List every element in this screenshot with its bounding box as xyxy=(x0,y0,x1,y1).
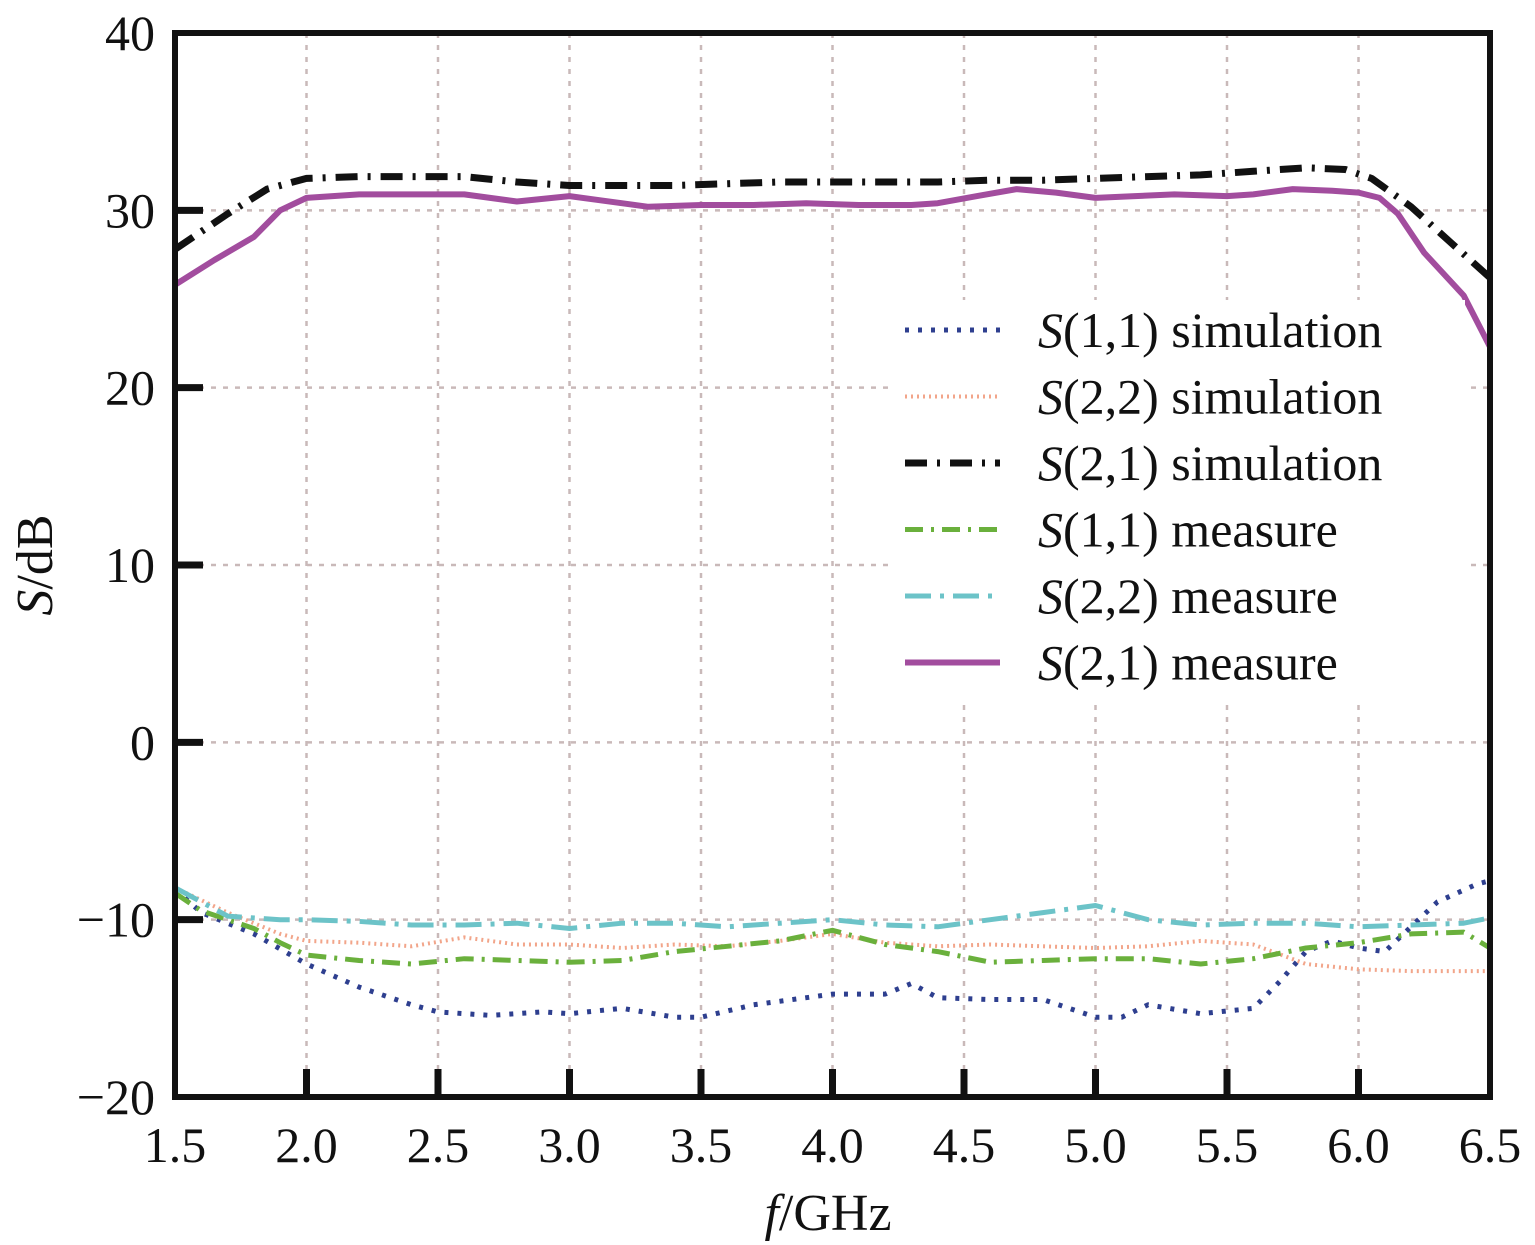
legend-label-4: S(1,1) measure xyxy=(1038,502,1338,558)
x-tick-label: 5.0 xyxy=(1064,1117,1127,1173)
y-tick-label: 10 xyxy=(105,537,155,593)
x-tick-label: 3.5 xyxy=(670,1117,733,1173)
x-tick-label: 2.0 xyxy=(275,1117,338,1173)
series-line-3 xyxy=(173,164,1493,281)
series-line-1 xyxy=(173,878,1491,1020)
series-line-4 xyxy=(173,891,1492,967)
x-tick-label: 6.0 xyxy=(1327,1117,1390,1173)
x-tick-label: 3.0 xyxy=(538,1117,601,1173)
x-tick-label: 5.5 xyxy=(1196,1117,1259,1173)
series-line-6 xyxy=(173,186,1493,349)
x-tick-label: 4.0 xyxy=(801,1117,864,1173)
y-axis-label: S/dB xyxy=(7,514,64,615)
legend-label-6: S(2,1) measure xyxy=(1038,635,1338,691)
x-tick-label: 4.5 xyxy=(933,1117,996,1173)
legend-label-1: S(1,1) simulation xyxy=(1038,302,1382,358)
y-tick-label: −20 xyxy=(77,1069,155,1125)
series-line-5 xyxy=(173,885,1491,931)
x-axis-label: f/GHz xyxy=(764,1185,891,1242)
y-tick-labels: 40 30 20 10 0 −10 −20 xyxy=(77,5,155,1125)
y-tick-label: 30 xyxy=(105,182,155,238)
x-tick-labels: 1.5 2.0 2.5 3.0 3.5 4.0 4.5 5.0 5.5 6.0 6.5 xyxy=(144,1117,1522,1173)
legend-label-5: S(2,2) measure xyxy=(1038,568,1338,624)
axis-ticks xyxy=(175,206,1362,1097)
y-axis-unit: /dB xyxy=(7,514,64,589)
legend-background xyxy=(890,300,1465,700)
series-lines xyxy=(173,164,1493,1020)
y-tick-label: −10 xyxy=(77,892,155,948)
y-tick-label: 20 xyxy=(105,360,155,416)
x-tick-label: 2.5 xyxy=(407,1117,470,1173)
legend: S(1,1) simulation S(2,2) simulation S(2,1)… xyxy=(890,300,1465,700)
x-axis-unit: /GHz xyxy=(779,1185,892,1242)
x-tick-label: 6.5 xyxy=(1459,1117,1522,1173)
x-tick-label: 1.5 xyxy=(144,1117,207,1173)
legend-label-3: S(2,1) simulation xyxy=(1038,435,1382,491)
y-axis-var: S xyxy=(7,590,64,616)
y-tick-label: 40 xyxy=(105,5,155,61)
legend-label-2: S(2,2) simulation xyxy=(1038,369,1382,425)
y-tick-label: 0 xyxy=(130,714,155,770)
